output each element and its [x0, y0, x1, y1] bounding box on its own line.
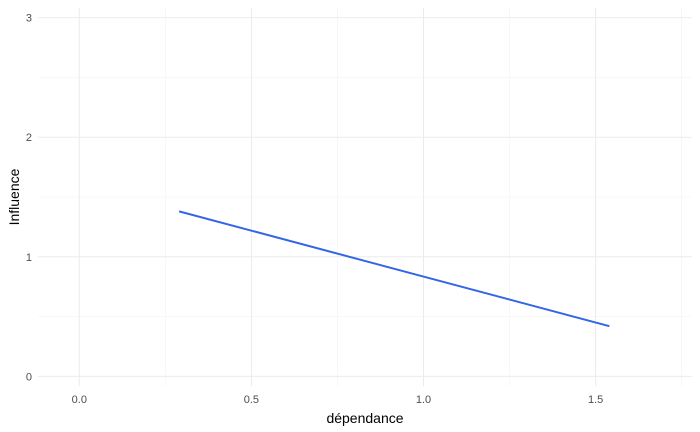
series-layer	[178, 210, 610, 328]
y-tick-label: 2	[26, 132, 32, 144]
y-tick-label: 0	[26, 371, 32, 383]
x-tick-labels: 0.0 0.5 1.0 1.5	[72, 394, 604, 406]
x-tick-label: 1.0	[416, 394, 431, 406]
x-tick-label: 1.5	[588, 394, 603, 406]
y-tick-label: 3	[26, 13, 32, 25]
y-axis-title: Influence	[6, 168, 22, 225]
y-tick-labels: 0 1 2 3	[26, 13, 32, 384]
minor-gridlines	[38, 8, 692, 386]
x-tick-label: 0.0	[72, 394, 87, 406]
series-line	[178, 210, 610, 328]
major-gridlines	[38, 8, 692, 386]
y-tick-label: 1	[26, 252, 32, 264]
x-tick-label: 0.5	[244, 394, 259, 406]
x-axis-title: dépendance	[326, 410, 403, 426]
